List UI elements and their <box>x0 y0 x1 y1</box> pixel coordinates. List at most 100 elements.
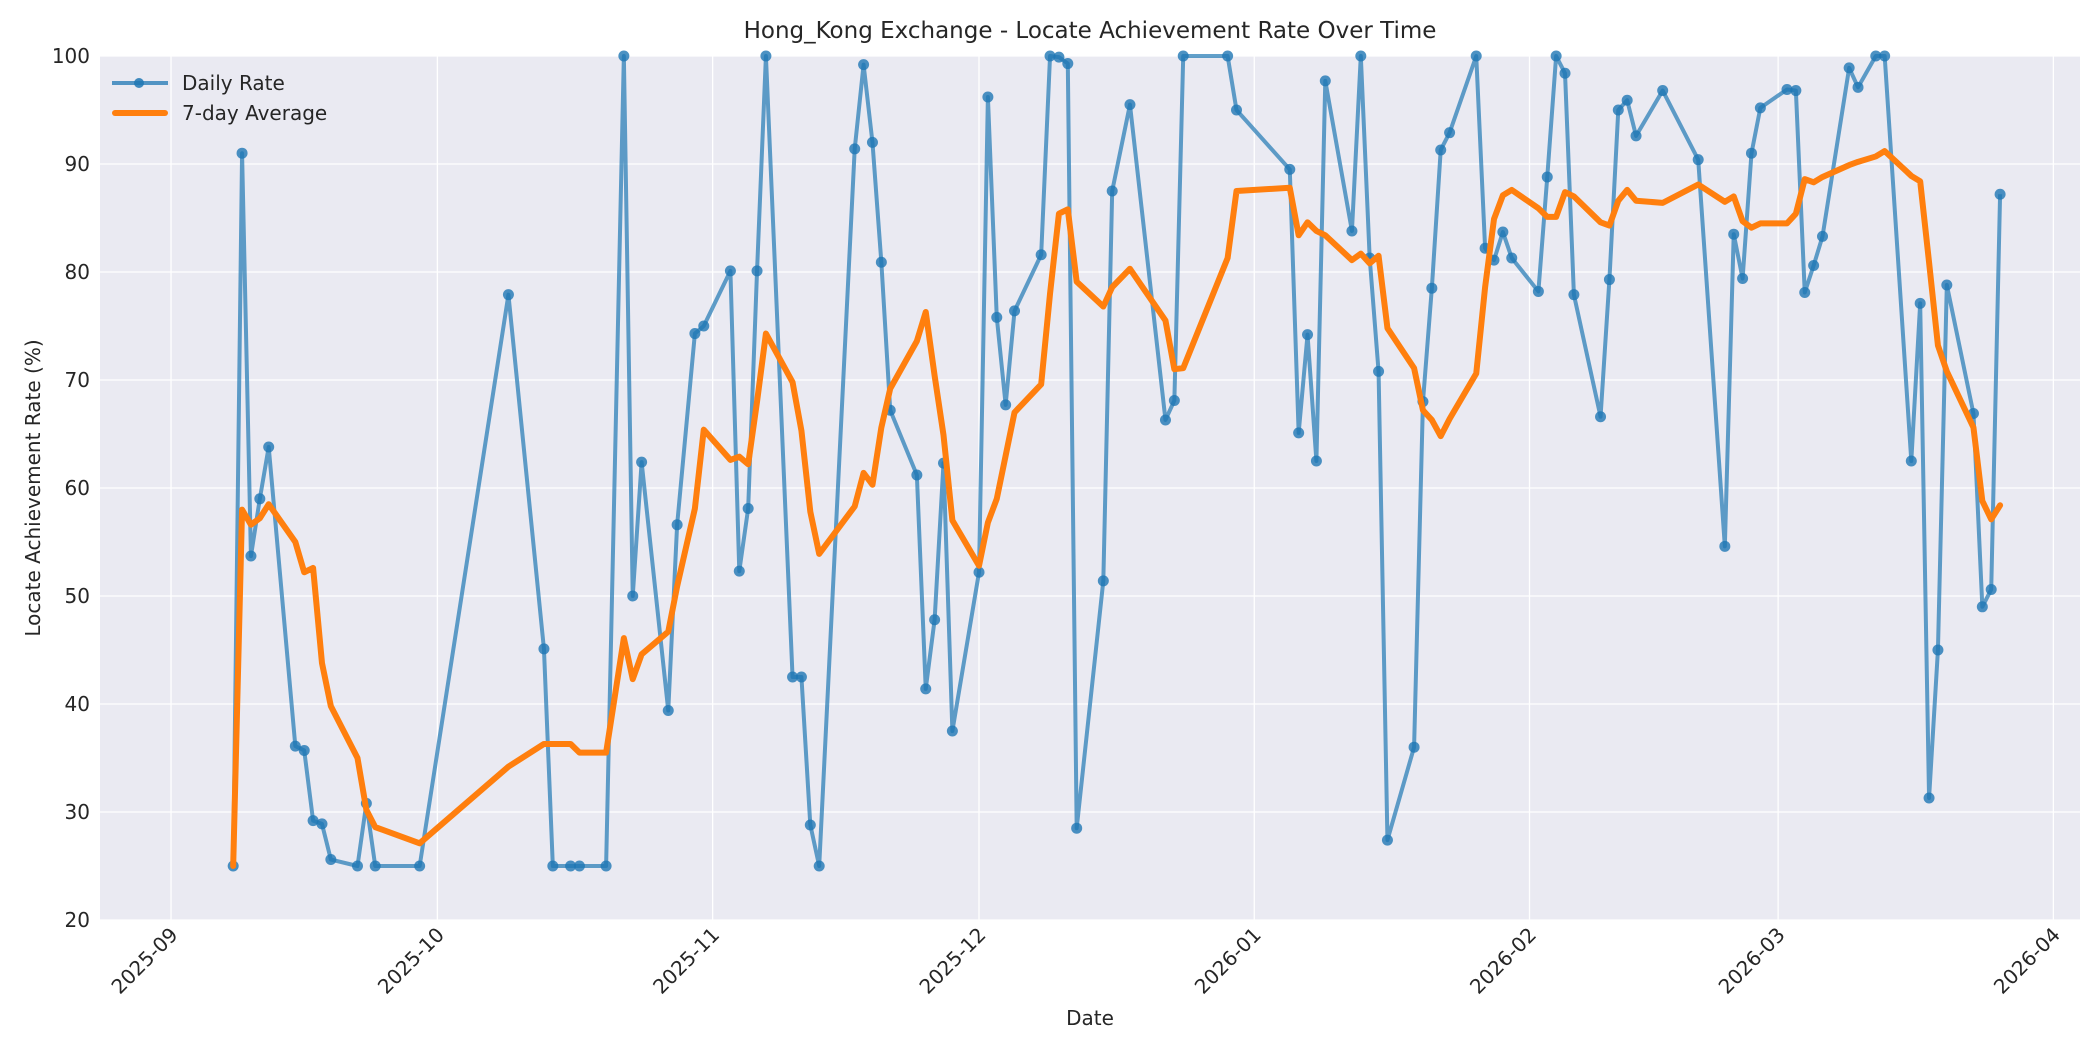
data-point <box>325 854 337 866</box>
y-tick-label: 40 <box>65 692 90 716</box>
data-point <box>1470 50 1482 62</box>
data-point <box>298 744 310 756</box>
data-point <box>760 50 772 62</box>
seven-day-average-line <box>230 148 2004 869</box>
data-point <box>565 860 577 872</box>
data-point <box>1595 411 1607 423</box>
data-point <box>1062 58 1074 70</box>
data-point <box>1310 455 1322 467</box>
data-point <box>1435 144 1447 156</box>
data-point <box>1319 75 1331 87</box>
data-point <box>1612 104 1624 116</box>
data-point <box>351 860 363 872</box>
data-point <box>1497 226 1509 238</box>
data-point <box>787 671 799 683</box>
y-tick-label: 80 <box>65 260 90 284</box>
data-point <box>1426 282 1438 294</box>
data-point <box>689 328 701 340</box>
data-point <box>1532 285 1544 297</box>
data-point <box>849 143 861 155</box>
data-point <box>1355 50 1367 62</box>
y-tick-label: 50 <box>65 584 90 608</box>
data-point <box>1559 67 1571 79</box>
data-point <box>1097 575 1109 587</box>
data-point <box>911 469 923 481</box>
data-point <box>1124 99 1136 111</box>
data-point <box>1222 50 1234 62</box>
data-point <box>1879 50 1891 62</box>
data-point <box>698 320 710 332</box>
data-point <box>1106 185 1118 197</box>
data-point <box>742 503 754 515</box>
data-point <box>254 493 266 505</box>
x-axis-label: Date <box>1066 1006 1114 1030</box>
data-point <box>1781 83 1793 95</box>
data-point <box>1870 50 1882 62</box>
data-point <box>1630 130 1642 142</box>
legend-label: 7-day Average <box>182 101 328 125</box>
data-point <box>236 147 248 159</box>
data-point <box>600 860 612 872</box>
data-point <box>1053 51 1065 63</box>
data-point <box>1790 85 1802 97</box>
x-tick-label: 2025-12 <box>914 923 990 999</box>
data-point <box>1302 329 1314 341</box>
data-point <box>1737 272 1749 284</box>
data-point <box>316 818 328 830</box>
data-point <box>1231 104 1243 116</box>
data-point <box>795 671 807 683</box>
data-point <box>1346 225 1358 237</box>
x-tick-label: 2025-10 <box>373 923 449 999</box>
data-point <box>547 860 559 872</box>
line-icon <box>112 98 168 128</box>
x-tick-label: 2025-11 <box>648 923 724 999</box>
data-point <box>1745 147 1757 159</box>
data-point <box>618 50 630 62</box>
data-point <box>1923 792 1935 804</box>
data-point <box>1808 260 1820 272</box>
data-point <box>1550 50 1562 62</box>
data-point <box>1719 540 1731 552</box>
legend: Daily Rate 7-day Average <box>112 68 327 128</box>
line-marker-icon <box>112 68 168 98</box>
data-point <box>1177 50 1189 62</box>
data-point <box>573 860 585 872</box>
data-point <box>991 311 1003 323</box>
data-point <box>733 565 745 577</box>
data-point <box>414 860 426 872</box>
data-point <box>920 683 932 695</box>
y-tick-label: 30 <box>65 800 90 824</box>
data-point <box>1603 274 1615 286</box>
data-point <box>813 860 825 872</box>
data-point <box>1035 249 1047 261</box>
data-point <box>1692 154 1704 166</box>
data-point <box>875 256 887 268</box>
data-point <box>1985 584 1997 596</box>
data-point <box>502 289 514 301</box>
data-point <box>724 265 736 277</box>
data-point <box>1657 85 1669 97</box>
data-point <box>1843 62 1855 74</box>
chart-title: Hong_Kong Exchange - Locate Achievement … <box>743 18 1437 44</box>
legend-label: Daily Rate <box>182 71 285 95</box>
data-point <box>804 819 816 831</box>
data-point <box>1799 287 1811 299</box>
data-point <box>982 91 994 103</box>
data-point <box>1071 822 1083 834</box>
y-tick-label: 20 <box>65 908 90 932</box>
data-point <box>1754 102 1766 114</box>
data-point <box>1541 171 1553 183</box>
data-point <box>671 519 683 531</box>
data-point <box>1568 289 1580 301</box>
data-point <box>1168 395 1180 407</box>
x-tick-label: 2026-02 <box>1465 923 1541 999</box>
data-point <box>751 265 763 277</box>
x-tick-label: 2026-01 <box>1190 923 1266 999</box>
data-point <box>1044 50 1056 62</box>
data-point <box>866 136 878 148</box>
x-tick-label: 2025-09 <box>106 923 182 999</box>
data-point <box>1373 365 1385 377</box>
data-point <box>1009 305 1021 317</box>
data-point <box>1941 279 1953 291</box>
